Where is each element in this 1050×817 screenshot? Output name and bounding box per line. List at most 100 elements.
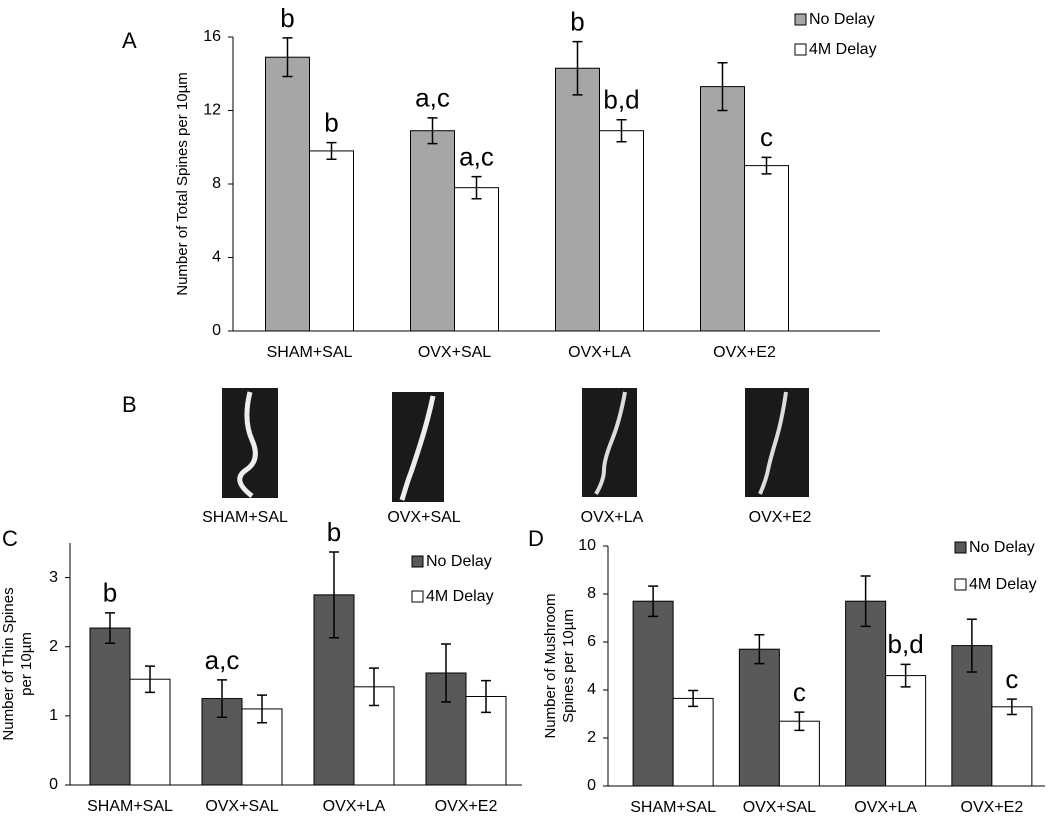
significance-letter: c — [793, 677, 806, 707]
error-bar — [145, 665, 155, 694]
dendrite — [399, 395, 436, 501]
error-bar — [648, 585, 659, 618]
error-bar — [329, 551, 339, 639]
legend-swatch — [954, 541, 967, 554]
error-bar — [717, 61, 728, 112]
y-tick-label: 12 — [203, 102, 221, 119]
y-tick-label: 2 — [49, 638, 58, 655]
y-tick-label: 8 — [212, 175, 221, 192]
legend-swatch — [794, 43, 807, 56]
legend-label: No Delay — [426, 553, 492, 570]
bar — [738, 648, 780, 787]
panel-letter: C — [2, 526, 18, 551]
x-tick-label: SHAM+SAL — [87, 798, 173, 815]
error-bar — [688, 689, 699, 708]
y-axis-title: Number of Total Spines per 10µm — [174, 72, 191, 295]
bar — [885, 675, 927, 787]
significance-letter: a,c — [459, 142, 494, 172]
legend-swatch — [411, 555, 424, 568]
x-tick-label: OVX+SAL — [418, 344, 491, 361]
significance-letter: b — [324, 108, 338, 138]
x-tick-label: OVX+SAL — [205, 798, 278, 815]
panel-letter: D — [528, 526, 544, 551]
micrograph-caption: OVX+SAL — [387, 509, 460, 526]
x-tick-label: SHAM+SAL — [267, 344, 353, 361]
error-bar — [616, 118, 627, 143]
legend-label: 4M Delay — [969, 576, 1037, 593]
error-bar — [257, 694, 267, 724]
error-bar — [105, 612, 115, 645]
bar — [632, 600, 674, 787]
x-tick-label: OVX+LA — [568, 344, 631, 361]
error-bar — [427, 117, 438, 145]
y-tick-label: 1 — [49, 707, 58, 724]
y-tick-label: 0 — [587, 777, 596, 794]
y-axis-title: Number of Mushroom — [542, 593, 559, 738]
error-bar — [441, 643, 451, 703]
error-bar — [282, 37, 293, 78]
legend-swatch — [794, 13, 807, 26]
error-bar — [966, 618, 977, 673]
x-tick-label: OVX+E2 — [713, 344, 776, 361]
bar — [991, 706, 1033, 787]
bar — [309, 150, 354, 332]
bar — [89, 627, 131, 786]
error-bar — [754, 634, 765, 665]
significance-letter: c — [760, 122, 773, 152]
error-bar — [471, 175, 482, 200]
micrograph-caption: OVX+E2 — [749, 509, 812, 526]
bar — [129, 678, 171, 786]
significance-letter: b — [280, 3, 294, 33]
x-tick-label: OVX+E2 — [961, 799, 1024, 816]
y-tick-label: 6 — [587, 633, 596, 650]
y-tick-label: 8 — [587, 585, 596, 602]
error-bar — [326, 141, 337, 160]
x-tick-label: OVX+SAL — [743, 799, 816, 816]
bar — [599, 130, 644, 332]
bar — [744, 165, 789, 332]
legend-swatch — [411, 590, 424, 603]
bar — [410, 130, 455, 332]
x-tick-label: SHAM+SAL — [630, 799, 716, 816]
legend-label: 4M Delay — [426, 588, 494, 605]
micrograph-caption: OVX+LA — [581, 509, 644, 526]
bar — [778, 720, 820, 787]
micrograph — [222, 388, 278, 498]
panel-letter: B — [122, 392, 137, 417]
dendrite — [237, 391, 258, 498]
dendrite — [758, 391, 788, 495]
y-tick-label: 16 — [203, 28, 221, 45]
micrograph-caption: SHAM+SAL — [202, 509, 288, 526]
y-tick-label: 3 — [49, 569, 58, 586]
micrographs — [222, 388, 809, 502]
bar — [265, 56, 310, 332]
error-bar — [900, 663, 911, 688]
error-bar — [761, 156, 772, 175]
dendrite — [594, 391, 627, 495]
bar — [845, 600, 887, 787]
x-tick-label: OVX+LA — [854, 799, 917, 816]
y-tick-label: 0 — [49, 776, 58, 793]
significance-letter: b,d — [888, 629, 924, 659]
significance-letter: a,c — [415, 83, 450, 113]
bar — [700, 86, 745, 332]
y-tick-label: 4 — [587, 681, 596, 698]
error-bar — [369, 667, 379, 707]
y-axis-title: Spines per 10µm — [560, 609, 577, 723]
legend-swatch — [954, 578, 967, 591]
legend-label: 4M Delay — [809, 41, 877, 58]
error-bar — [481, 679, 491, 714]
significance-letter: b,d — [603, 85, 639, 115]
significance-letter: a,c — [205, 645, 240, 675]
significance-letter: b — [327, 517, 341, 547]
y-tick-label: 4 — [212, 249, 221, 266]
y-tick-label: 0 — [212, 322, 221, 339]
legend-label: No Delay — [969, 539, 1035, 556]
y-tick-label: 2 — [587, 729, 596, 746]
bar — [555, 67, 600, 332]
error-bar — [1006, 698, 1017, 716]
significance-letter: c — [1005, 664, 1018, 694]
y-axis-title: Number of Thin Spines — [0, 587, 17, 740]
significance-letter: b — [103, 578, 117, 608]
